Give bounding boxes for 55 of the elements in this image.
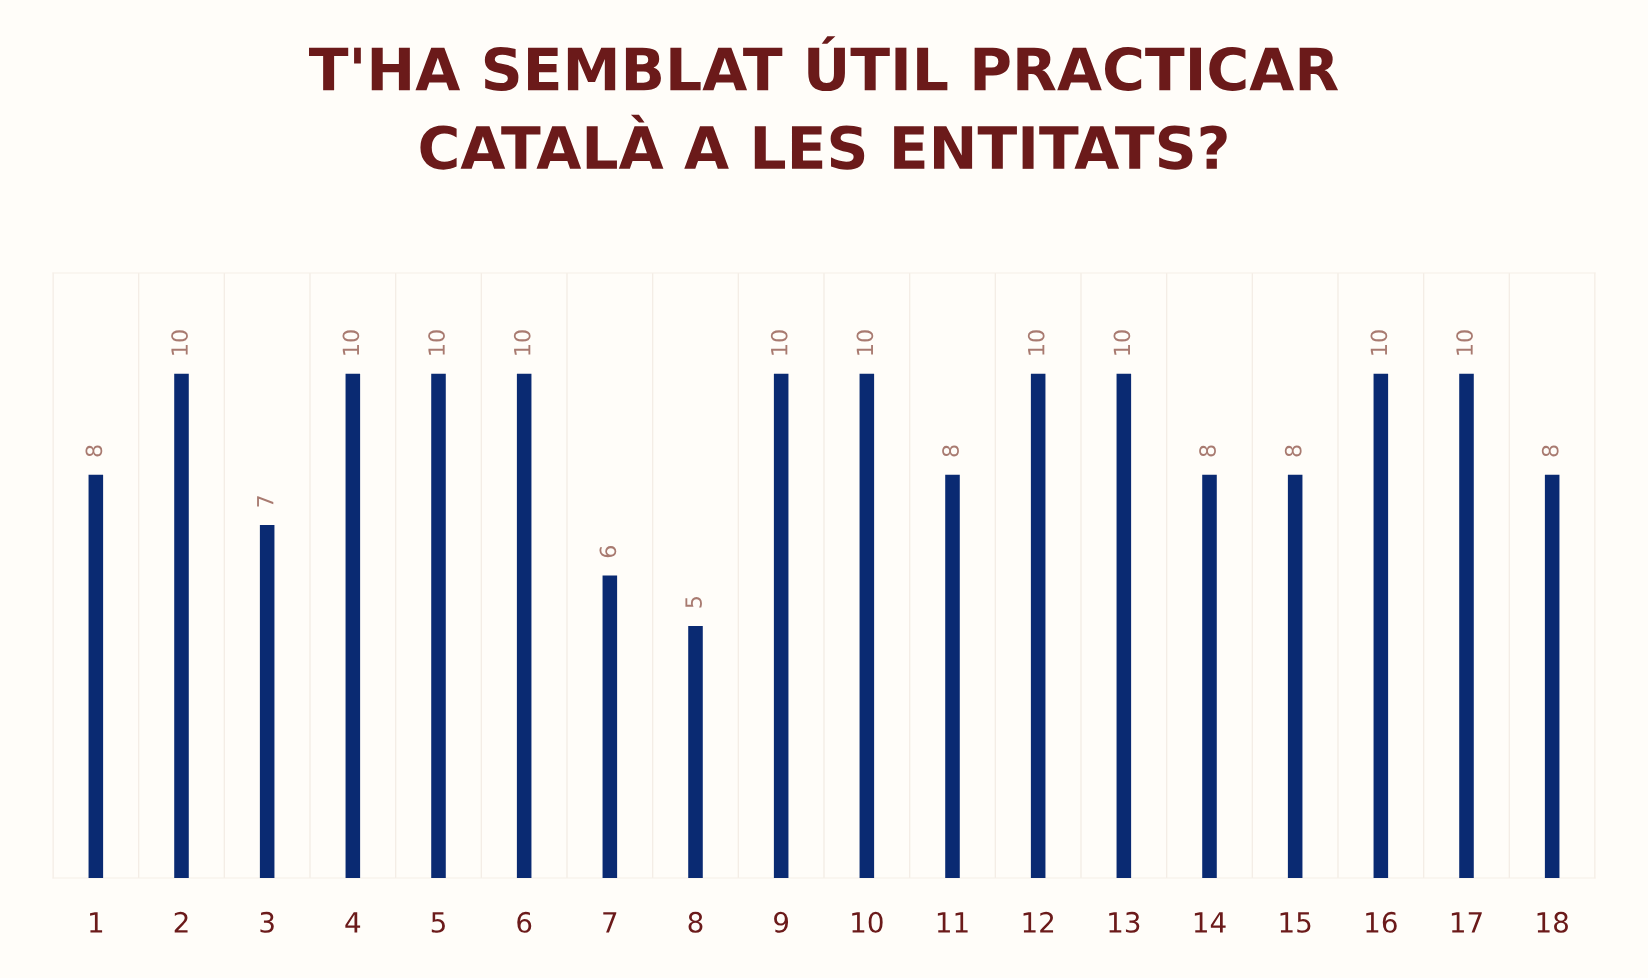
- data-label: 10: [770, 330, 788, 355]
- x-tick-label: 5: [431, 912, 445, 933]
- data-label: 8: [1541, 445, 1559, 457]
- x-tick-label: 11: [937, 912, 968, 933]
- bar: [1287, 474, 1303, 878]
- x-tick-label: 18: [1537, 911, 1568, 933]
- x-tick-label: 8: [688, 911, 703, 933]
- x-tick-label: 1: [90, 912, 103, 933]
- data-label: 8: [942, 445, 959, 457]
- data-label: 10: [1370, 330, 1388, 355]
- bar: [1116, 373, 1132, 878]
- x-tick-label: 16: [1366, 911, 1397, 933]
- x-tick-label: 4: [345, 912, 361, 933]
- x-tick-label: 15: [1280, 912, 1311, 933]
- bar: [174, 373, 189, 878]
- x-tick-label: 14: [1194, 912, 1226, 933]
- bar: [1373, 373, 1389, 878]
- bar: [602, 575, 618, 878]
- bar: [688, 625, 703, 878]
- data-label: 10: [856, 330, 874, 355]
- x-tick-label: 9: [774, 911, 789, 933]
- data-label: 10: [1027, 330, 1045, 355]
- data-label: 8: [1199, 445, 1216, 457]
- data-label: 10: [428, 330, 445, 355]
- data-label: 6: [599, 546, 617, 558]
- x-tick-label: 12: [1023, 911, 1054, 933]
- bar: [345, 373, 361, 878]
- x-tick-label: 13: [1109, 911, 1140, 933]
- bar: [1459, 373, 1474, 878]
- bar: [859, 373, 875, 878]
- bar: [516, 373, 532, 878]
- data-label: 5: [685, 597, 702, 608]
- bar: [773, 373, 789, 878]
- data-label: 8: [85, 445, 103, 457]
- bar: [945, 474, 960, 878]
- bar: [1544, 474, 1560, 878]
- data-label: 10: [342, 330, 360, 355]
- bar: [88, 474, 104, 878]
- data-label: 10: [1456, 330, 1473, 355]
- x-tick-label: 3: [260, 911, 274, 933]
- x-tick-label: 2: [174, 911, 188, 933]
- bar: [431, 373, 446, 878]
- x-tick-label: 6: [517, 911, 532, 933]
- x-tick-label: 17: [1451, 912, 1482, 933]
- data-label: 8: [1284, 445, 1302, 457]
- x-tick-label: 10: [852, 911, 883, 933]
- chart-title: T'HA SEMBLAT ÚTIL PRACTICAR CATALÀ A LES ENTITATS?: [309, 36, 1339, 170]
- x-tick-label: 7: [603, 912, 617, 933]
- data-label: 10: [513, 330, 531, 355]
- bar: [259, 525, 275, 878]
- data-label: 7: [257, 496, 274, 507]
- bar: [1202, 474, 1217, 878]
- data-label: 10: [171, 330, 188, 355]
- bar: [1030, 373, 1046, 878]
- data-label: 10: [1113, 330, 1131, 355]
